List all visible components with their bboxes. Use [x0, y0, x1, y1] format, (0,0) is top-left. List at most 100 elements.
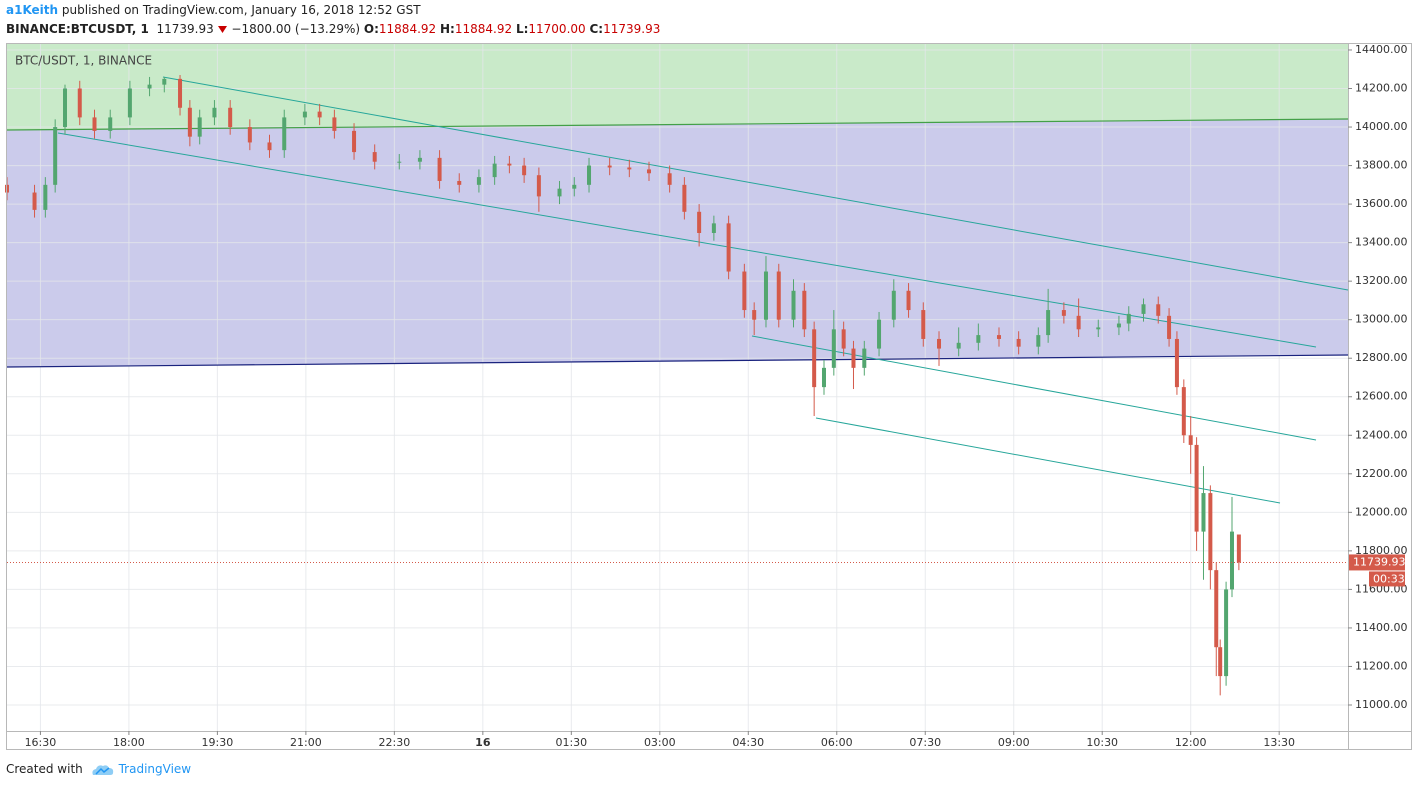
author[interactable]: a1Keith [6, 3, 59, 17]
y-tick-label: 12000.00 [1355, 505, 1408, 518]
open-label: O: [363, 22, 379, 36]
green-zone [7, 44, 1348, 130]
header-line-2: BINANCE:BTCUSDT, 1 11739.93 −1800.00 (−1… [6, 22, 660, 36]
y-tick-label: 11800.00 [1355, 544, 1408, 557]
candle-body [457, 180, 462, 185]
candles [5, 75, 1348, 696]
countdown-box [1369, 571, 1405, 587]
y-tick-label: 13200.00 [1355, 274, 1408, 287]
candle-body [851, 348, 856, 368]
candle-body [812, 329, 817, 388]
trend-lines [6, 76, 1349, 504]
candle-body [877, 319, 882, 349]
candle-body [956, 342, 961, 349]
candle-body [1194, 444, 1199, 532]
y-tick-label: 12200.00 [1355, 467, 1408, 480]
candle-body [1141, 304, 1146, 314]
countdown: 00:33 [1373, 572, 1405, 585]
candle-body [996, 335, 1001, 339]
x-tick-label: 13:30 [1263, 736, 1295, 749]
y-tick-label: 14400.00 [1355, 43, 1408, 56]
y-tick-label: 13000.00 [1355, 313, 1408, 326]
blue-zone [7, 119, 1348, 367]
y-tick-label: 14200.00 [1355, 82, 1408, 95]
candle-body [802, 290, 807, 330]
candle-body [43, 184, 48, 210]
candle-body [1174, 338, 1179, 388]
candle-body [1036, 335, 1041, 347]
close-label: C: [589, 22, 604, 36]
candle-body [187, 107, 192, 137]
open-value: 11884.92 [378, 22, 437, 36]
candle-body [557, 188, 562, 197]
channel-line [751, 335, 1317, 441]
candle-body [5, 184, 9, 193]
candle-body [937, 338, 942, 349]
candle-body [317, 111, 322, 118]
y-tick-label: 13600.00 [1355, 197, 1408, 210]
down-arrow [217, 26, 227, 33]
candle-body [726, 223, 731, 272]
x-tick-label: 04:30 [732, 736, 764, 749]
candle-body [776, 271, 781, 320]
candle-body [1188, 435, 1193, 445]
y-tick-label: 12800.00 [1355, 351, 1408, 364]
candle-body [862, 348, 867, 368]
candle-body [77, 88, 82, 118]
brand[interactable]: TradingView [118, 762, 192, 776]
candle-body [1167, 315, 1172, 339]
x-tick-label: 21:00 [290, 736, 322, 749]
candle-body [372, 152, 377, 162]
candle-body [1076, 315, 1081, 330]
last-price-label: 11739.93 [1353, 555, 1406, 568]
channel-line [815, 417, 1281, 504]
frame [6, 43, 1412, 750]
candle-body [1236, 534, 1241, 563]
candle-body [697, 211, 702, 233]
y-tick-label: 11200.00 [1355, 659, 1408, 672]
high-label: H: [440, 22, 455, 36]
candle-body [742, 271, 747, 311]
x-tick-label: 16 [475, 736, 491, 749]
candle-body [572, 184, 577, 189]
candle-body [646, 169, 651, 174]
last-price-box [1349, 554, 1405, 571]
created-with: Created with [6, 762, 83, 776]
candle-body [1208, 493, 1213, 571]
candle-body [607, 165, 612, 168]
grid [7, 44, 1348, 731]
channel-line [162, 76, 1349, 291]
candle-body [507, 163, 512, 166]
candle-body [397, 161, 402, 163]
x-tick-label: 18:00 [113, 736, 145, 749]
candle-body [522, 165, 527, 176]
candle-body [147, 84, 152, 89]
footer: Created with TradingView [6, 762, 191, 777]
drawings [7, 44, 1348, 367]
x-tick-label: 06:00 [821, 736, 853, 749]
candle-body [1224, 589, 1229, 677]
candle-body [891, 290, 896, 320]
change: −1800.00 (−13.29%) [231, 22, 361, 36]
y-tick-label: 12400.00 [1355, 428, 1408, 441]
candle-body [437, 157, 442, 181]
x-tick-label: 19:30 [202, 736, 234, 749]
y-tick-label: 14000.00 [1355, 120, 1408, 133]
candle-body [162, 78, 167, 85]
x-tick-label: 16:30 [25, 736, 57, 749]
candle-body [267, 142, 272, 151]
candle-body [1229, 531, 1234, 590]
candle-body [127, 88, 132, 118]
tv-logo[interactable] [91, 763, 115, 777]
header-line-1: a1Keith published on TradingView.com, Ja… [6, 3, 421, 17]
candle-body [92, 117, 97, 131]
candle-body [921, 310, 926, 339]
candle-body [228, 107, 233, 128]
candle-body [1156, 304, 1161, 316]
y-tick-label: 13400.00 [1355, 236, 1408, 249]
candle-body [53, 127, 58, 185]
channel-line [57, 132, 1317, 348]
candle-body [1046, 310, 1051, 336]
low-value: 11700.00 [528, 22, 586, 36]
